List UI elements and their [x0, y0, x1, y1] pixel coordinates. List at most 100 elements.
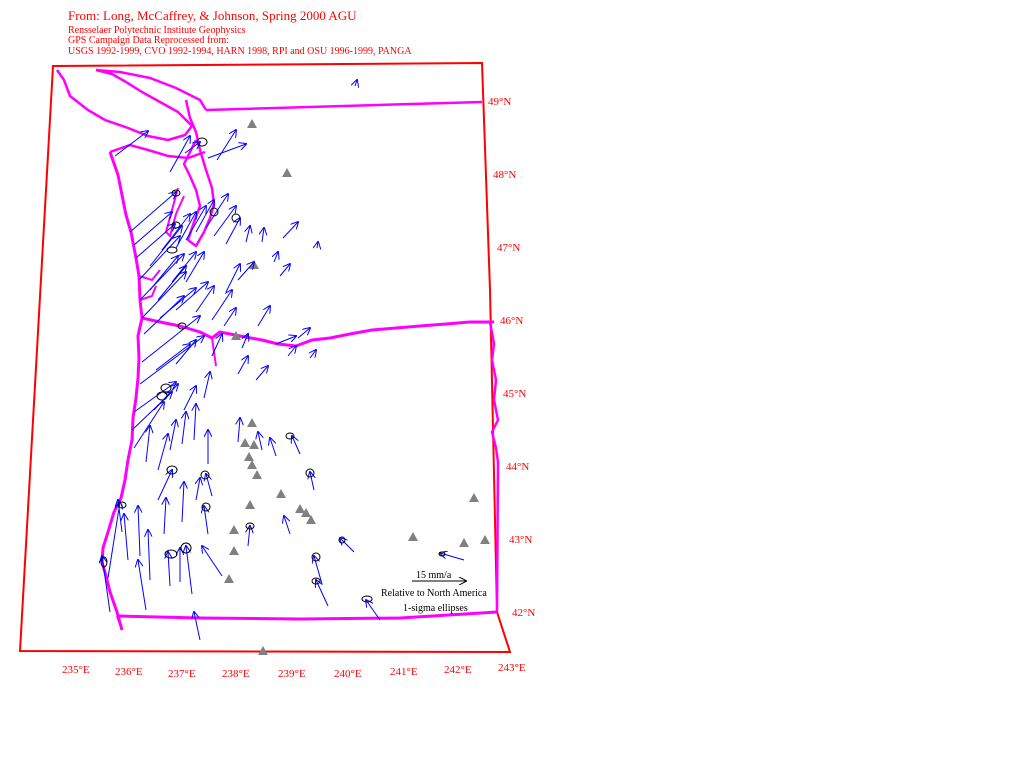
- velocity-vector: [310, 472, 314, 491]
- volcano-marker: [282, 168, 292, 177]
- lat-label-42: 42°N: [512, 607, 535, 619]
- velocity-vector: [225, 264, 240, 293]
- volcano-marker: [480, 535, 490, 544]
- velocity-vector: [255, 366, 268, 381]
- velocity-vector: [211, 334, 222, 357]
- error-ellipse: [305, 468, 315, 478]
- velocity-vector: [257, 306, 270, 327]
- error-ellipse: [245, 522, 255, 530]
- velocity-vector: [316, 580, 329, 607]
- lon-label-239: 239°E: [278, 668, 306, 680]
- error-ellipse: [196, 137, 208, 147]
- error-ellipse: [164, 549, 178, 559]
- velocity-vector: [238, 418, 240, 443]
- velocity-vector: [258, 432, 262, 451]
- velocity-vector: [129, 192, 176, 233]
- longitude-labels: 235°E 236°E 237°E 238°E 239°E 240°E 241°…: [62, 662, 526, 680]
- velocity-vector: [146, 426, 150, 463]
- lat-label-43: 43°N: [509, 534, 532, 546]
- velocity-vector: [185, 206, 206, 241]
- velocity-vector: [149, 226, 182, 267]
- error-ellipse: [338, 536, 346, 544]
- velocity-vector: [102, 556, 111, 613]
- velocity-vector: [203, 372, 210, 399]
- velocity-vector: [141, 272, 186, 319]
- volcano-marker: [247, 119, 257, 128]
- volcano-marker: [229, 546, 239, 555]
- velocity-vector: [195, 200, 214, 233]
- velocity-vector: [317, 242, 318, 248]
- velocity-vector: [157, 434, 168, 471]
- volcano-marker: [258, 646, 268, 655]
- scale-label: 15 mm/a: [416, 570, 452, 581]
- map-source-list: USGS 1992-1999, CVO 1992-1994, HARN 1998…: [68, 46, 412, 57]
- velocity-vector: [133, 382, 176, 413]
- error-ellipses: [100, 137, 446, 603]
- velocity-vector: [169, 136, 190, 173]
- lon-label-243: 243°E: [498, 662, 526, 674]
- velocity-vector: [138, 236, 180, 281]
- velocity-vector: [211, 290, 232, 321]
- volcano-marker: [240, 438, 250, 447]
- error-ellipse: [200, 470, 210, 480]
- velocity-vector: [138, 506, 140, 557]
- volcano-marker: [247, 418, 257, 427]
- velocity-vector: [124, 514, 128, 561]
- map-credit: From: Long, McCaffrey, & Johnson, Spring…: [68, 8, 357, 23]
- velocity-vector: [175, 212, 196, 249]
- error-ellipse: [166, 246, 178, 254]
- velocity-vector: [175, 340, 196, 365]
- lon-label-238: 238°E: [222, 668, 250, 680]
- volcano-markers: [224, 119, 490, 655]
- velocity-vector: [297, 328, 310, 339]
- velocity-vector: [194, 404, 196, 441]
- lon-label-240: 240°E: [334, 668, 362, 680]
- velocity-vector: [133, 212, 172, 246]
- velocity-vector: [246, 226, 250, 243]
- velocity-vector: [149, 256, 178, 291]
- velocity-vector: [262, 228, 264, 243]
- volcano-marker: [249, 260, 259, 269]
- velocity-vector: [279, 264, 290, 277]
- volcano-marker: [306, 515, 316, 524]
- velocity-vector: [196, 478, 200, 501]
- velocity-vector: [159, 288, 196, 319]
- volcano-marker: [301, 508, 311, 517]
- lon-label-236: 236°E: [115, 666, 143, 678]
- latitude-labels: 49°N 48°N 47°N 46°N 45°N 44°N 43°N 42°N: [488, 96, 535, 619]
- oregon-idaho-border: [488, 321, 500, 613]
- volcano-marker: [247, 460, 257, 469]
- error-ellipse: [160, 383, 172, 393]
- map-frame: [18, 61, 512, 654]
- velocity-vector: [183, 386, 196, 411]
- velocity-vector: [171, 252, 196, 283]
- error-ellipse: [438, 551, 446, 557]
- velocity-vector: [153, 384, 178, 411]
- velocity-vector: [182, 412, 186, 445]
- volcano-marker: [469, 493, 479, 502]
- velocity-vector: [241, 334, 248, 349]
- volcano-marker: [295, 504, 305, 513]
- velocity-vector: [366, 600, 381, 621]
- error-ellipse: [117, 501, 127, 509]
- volcano-marker: [229, 525, 239, 534]
- velocity-vector: [340, 538, 355, 553]
- lon-label-241: 241°E: [390, 666, 418, 678]
- map-institution: Rensselaer Polytechnic Institute Geophys…: [68, 25, 246, 36]
- velocity-vector: [135, 224, 175, 259]
- map-source-title: GPS Campaign Data Reprocessed from:: [68, 35, 229, 46]
- lat-label-47: 47°N: [497, 242, 520, 254]
- velocity-vector: [207, 144, 246, 159]
- error-ellipse: [201, 502, 211, 512]
- velocity-vector: [186, 546, 193, 595]
- juan-de-fuca-coast: [109, 143, 206, 160]
- velocity-vector: [205, 194, 228, 229]
- volcano-marker: [249, 440, 259, 449]
- lon-label-237: 237°E: [168, 668, 196, 680]
- error-ellipse: [231, 213, 241, 223]
- velocity-vector: [355, 80, 357, 86]
- velocity-vector: [202, 546, 223, 577]
- velocity-vector: [169, 420, 176, 451]
- error-ellipse: [177, 322, 187, 330]
